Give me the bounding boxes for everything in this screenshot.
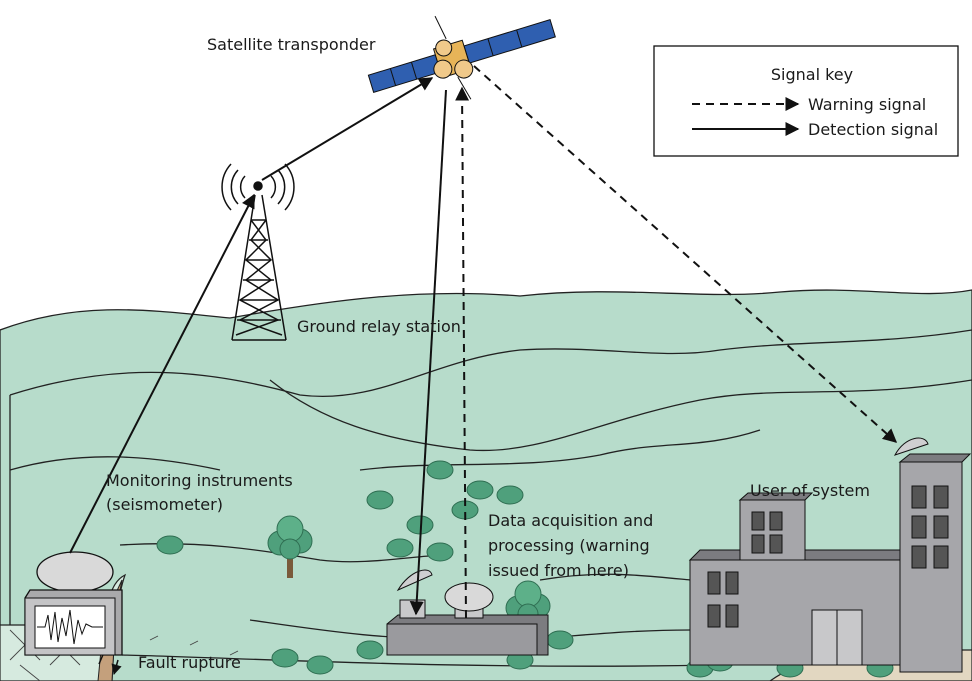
legend-item: Detection signal xyxy=(808,120,938,139)
label: Fault rupture xyxy=(138,653,241,672)
seismometer xyxy=(24,551,123,656)
label: Data acquisition and xyxy=(488,511,653,530)
legend-item: Warning signal xyxy=(808,95,926,114)
label: issued from here) xyxy=(488,561,629,580)
label: User of system xyxy=(750,481,870,500)
legend-title: Signal key xyxy=(771,65,853,84)
satellite xyxy=(367,15,556,100)
label: Monitoring instruments xyxy=(106,471,293,490)
label: Ground relay station xyxy=(297,317,461,336)
user-building xyxy=(688,437,972,673)
relay-tower xyxy=(221,163,295,341)
label: processing (warning xyxy=(488,536,650,555)
legend: Signal key Warning signal Detection sign… xyxy=(653,45,959,157)
labels: Satellite transponder Ground relay stati… xyxy=(106,35,870,672)
label: Satellite transponder xyxy=(207,35,376,54)
signals xyxy=(69,65,898,619)
label: (seismometer) xyxy=(106,495,223,514)
